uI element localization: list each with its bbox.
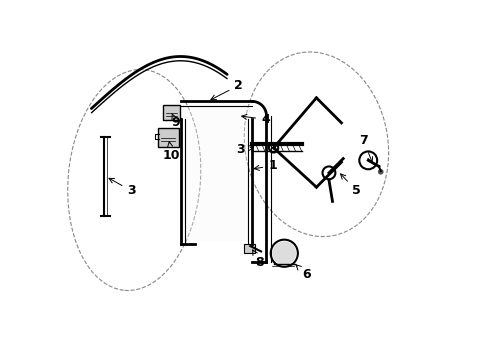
Circle shape (378, 169, 384, 175)
FancyBboxPatch shape (245, 244, 255, 253)
Text: 2: 2 (211, 79, 243, 100)
Text: 6: 6 (296, 265, 311, 281)
FancyBboxPatch shape (182, 105, 248, 241)
Text: 10: 10 (163, 141, 180, 162)
Text: 3: 3 (236, 143, 254, 156)
FancyBboxPatch shape (158, 128, 179, 147)
Text: 3: 3 (109, 178, 136, 197)
Circle shape (272, 242, 296, 265)
Text: 1: 1 (254, 159, 277, 172)
Text: 7: 7 (359, 134, 373, 162)
Text: 4: 4 (242, 113, 270, 126)
Text: 9: 9 (172, 114, 180, 129)
FancyBboxPatch shape (163, 105, 180, 120)
Text: 5: 5 (341, 174, 361, 197)
Text: 8: 8 (253, 250, 264, 269)
